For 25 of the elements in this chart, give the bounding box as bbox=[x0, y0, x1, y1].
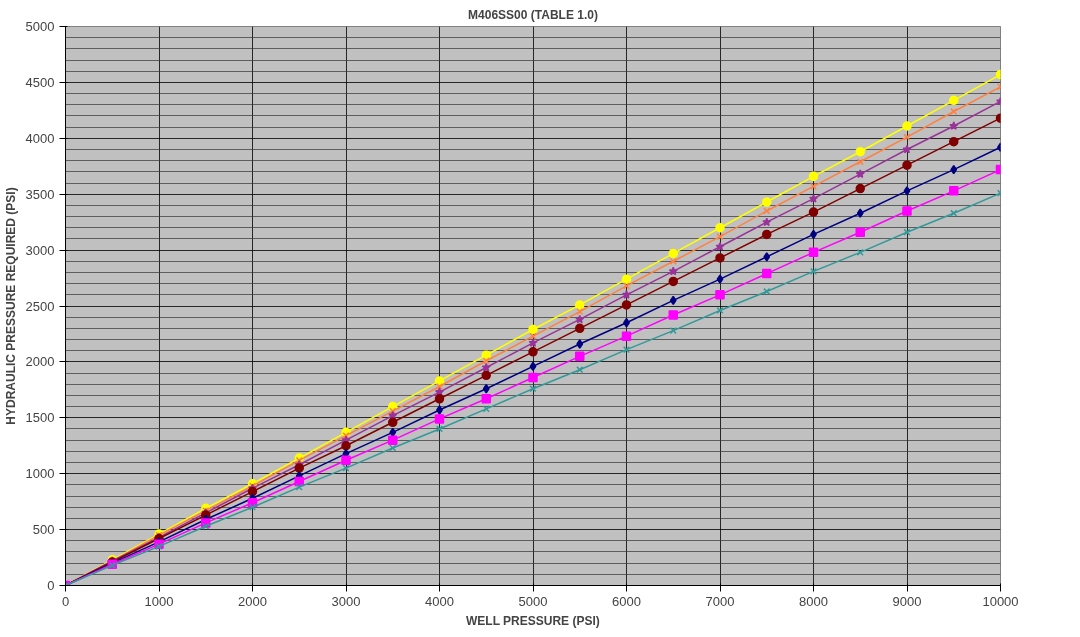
x-tick-label: 10000 bbox=[982, 593, 1019, 609]
x-tick-label: 4000 bbox=[425, 593, 454, 609]
y-tick-label: 2000 bbox=[25, 354, 55, 370]
x-tick-label: 0 bbox=[61, 593, 70, 609]
x-tick-label: 6000 bbox=[612, 593, 641, 609]
y-tick-label: 3000 bbox=[25, 242, 55, 258]
x-tick-label: 1000 bbox=[144, 593, 174, 609]
x-axis-title: WELL PRESSURE (PSI) bbox=[466, 613, 600, 628]
x-tick-label: 7000 bbox=[705, 593, 735, 609]
y-tick-label: 5000 bbox=[25, 19, 55, 34]
y-tick-label: 1500 bbox=[25, 410, 55, 426]
x-tick-label: 5000 bbox=[518, 593, 548, 609]
y-tick-label: 4500 bbox=[25, 74, 55, 90]
x-tick-label: 9000 bbox=[892, 593, 922, 609]
x-tick-label: 3000 bbox=[331, 593, 361, 609]
x-tick-label: 2000 bbox=[238, 593, 267, 609]
y-tick-label: 3500 bbox=[25, 186, 55, 202]
chart-title: M406SS00 (TABLE 1.0) bbox=[468, 7, 598, 22]
y-tick-label: 1000 bbox=[25, 466, 55, 482]
y-tick-label: 500 bbox=[32, 522, 55, 538]
x-tick-label: 8000 bbox=[799, 593, 828, 609]
y-axis-title: HYDRAULIC PRESSURE REQUIRED (PSI) bbox=[3, 187, 18, 425]
y-tick-label: 4000 bbox=[25, 130, 55, 146]
y-tick-label: 2500 bbox=[25, 298, 55, 314]
y-tick-label: 0 bbox=[47, 578, 55, 593]
